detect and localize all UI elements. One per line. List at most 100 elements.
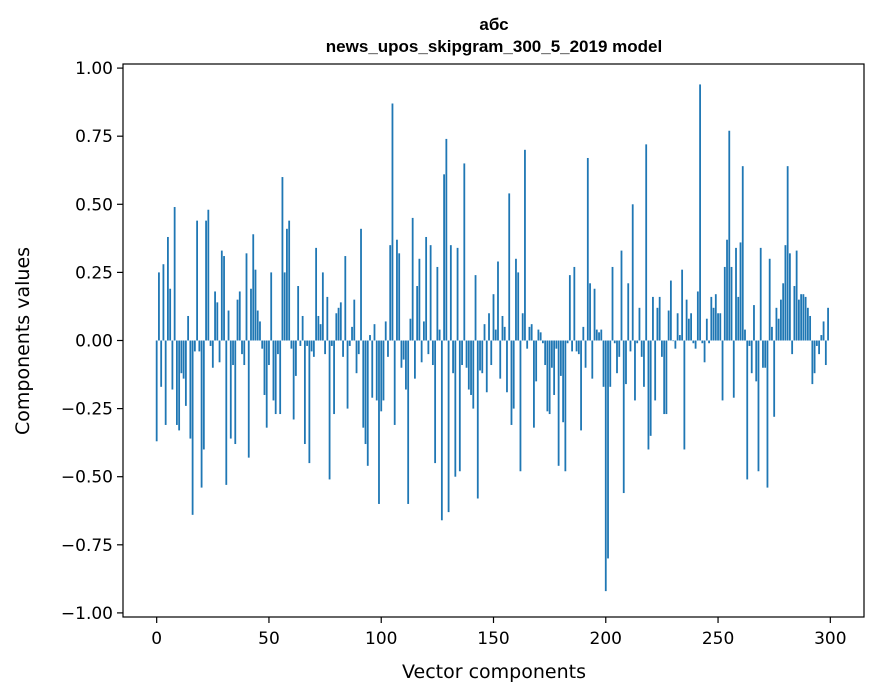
bar-199 (602, 340, 605, 387)
bar-55 (279, 340, 282, 415)
bar-260 (739, 242, 742, 341)
bar-146 (483, 324, 486, 341)
bar-214 (636, 340, 639, 344)
bar-285 (795, 250, 798, 341)
bar-27 (216, 302, 219, 341)
bar-99 (378, 340, 380, 504)
y-tick-label: −1.00 (61, 604, 113, 624)
bar-37 (238, 291, 241, 341)
bar-228 (667, 310, 670, 341)
bar-2 (160, 340, 163, 387)
bar-32 (227, 310, 230, 341)
bar-291 (809, 315, 812, 341)
bar-248 (712, 307, 715, 341)
bar-225 (661, 340, 663, 357)
bar-183 (566, 340, 569, 344)
bar-181 (562, 340, 565, 423)
bar-4 (164, 340, 167, 425)
bar-66 (303, 340, 306, 445)
bar-209 (625, 340, 627, 385)
bar-289 (804, 296, 807, 341)
bar-51 (270, 272, 273, 341)
bar-236 (685, 299, 688, 341)
bar-15 (189, 340, 192, 439)
bar-120 (425, 236, 428, 341)
bar-178 (555, 340, 558, 349)
bar-226 (663, 340, 666, 415)
bar-105 (391, 103, 394, 341)
bar-292 (811, 340, 814, 385)
bar-158 (510, 340, 513, 425)
bar-142 (474, 275, 477, 341)
bar-87 (351, 326, 353, 341)
bar-78 (330, 340, 333, 346)
bar-108 (398, 253, 401, 341)
bar-299 (827, 307, 829, 341)
bar-135 (458, 340, 461, 472)
bar-163 (521, 313, 524, 341)
bar-11 (180, 340, 183, 374)
bar-238 (690, 313, 692, 341)
bar-162 (519, 340, 522, 472)
bar-134 (456, 247, 459, 341)
bar-280 (784, 245, 787, 341)
bar-193 (589, 283, 591, 341)
bar-50 (268, 340, 270, 366)
bar-290 (806, 307, 809, 341)
bar-293 (813, 340, 816, 374)
bar-170 (537, 329, 540, 341)
bar-217 (643, 340, 645, 387)
bar-258 (735, 247, 737, 341)
bar-63 (297, 286, 300, 341)
bar-222 (654, 340, 657, 401)
bar-294 (815, 340, 818, 346)
bar-210 (627, 283, 630, 341)
bar-94 (366, 340, 369, 466)
bar-3 (162, 264, 165, 341)
bar-242 (699, 84, 701, 341)
bar-116 (416, 286, 419, 341)
bar-119 (422, 321, 425, 341)
bar-275 (773, 340, 776, 417)
bar-43 (252, 234, 255, 341)
bar-98 (375, 340, 378, 401)
bar-114 (411, 217, 414, 341)
bar-189 (580, 340, 582, 431)
bar-194 (591, 340, 594, 379)
bar-206 (618, 340, 621, 357)
bar-298 (824, 340, 827, 366)
bar-25 (211, 340, 214, 368)
bar-255 (728, 130, 731, 341)
bar-16 (191, 340, 194, 515)
bar-35 (234, 340, 237, 445)
bar-244 (703, 340, 706, 363)
bar-81 (337, 307, 340, 341)
bar-227 (665, 340, 668, 415)
bar-33 (229, 340, 232, 439)
bar-269 (759, 247, 762, 341)
bar-262 (744, 329, 746, 341)
x-tick-label: 150 (477, 629, 509, 649)
bar-77 (328, 340, 331, 480)
bar-92 (362, 340, 365, 428)
bar-64 (299, 340, 302, 346)
bar-160 (515, 258, 517, 341)
bar-241 (696, 291, 699, 341)
bar-133 (454, 340, 457, 477)
bar-118 (420, 340, 423, 363)
bar-232 (676, 313, 679, 341)
bar-18 (196, 220, 198, 341)
bar-154 (501, 315, 504, 341)
bar-200 (604, 340, 607, 592)
bar-243 (701, 340, 704, 344)
bar-149 (490, 340, 493, 366)
bar-234 (681, 269, 684, 341)
bar-237 (687, 318, 690, 341)
bar-278 (780, 299, 782, 341)
bar-152 (497, 261, 499, 341)
bar-281 (786, 166, 789, 341)
x-tick-label: 250 (702, 629, 734, 649)
bar-132 (452, 340, 454, 374)
bar-69 (310, 340, 313, 352)
